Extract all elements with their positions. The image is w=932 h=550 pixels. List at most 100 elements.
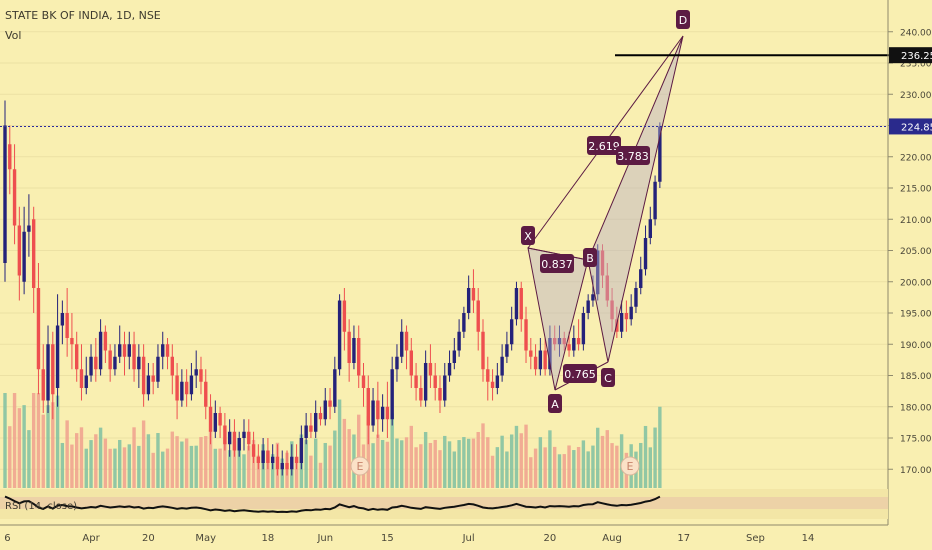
volume-bar [371,443,375,488]
volume-bar [538,437,543,488]
volume-bar [572,450,576,488]
volume-bar [204,436,208,488]
candle-body [366,388,370,426]
volume-bar [70,444,74,488]
candle-body [12,169,17,226]
candle-body [189,375,194,395]
candle-body [404,331,409,351]
candle-body [213,413,218,432]
candle-body [572,338,576,351]
y-tick-label: 190.00 [900,341,932,351]
pattern-point-labels: X A B C D [521,10,690,413]
candle-body [51,344,55,395]
volume-bar [132,427,136,488]
candle-body [328,400,332,407]
candle-body [46,344,50,401]
candle-body [199,369,203,382]
candle-body [141,356,146,395]
volume-bar [151,452,155,488]
pattern-point-badge [601,368,615,387]
volume-bar [495,447,500,488]
volume-indicator-label[interactable]: Vol [5,29,22,42]
candle-body [653,181,657,220]
rsi-indicator-label[interactable]: RSI (14, close) [5,501,78,512]
volume-bar [146,434,151,488]
volume-bar [514,425,519,488]
pattern-point-label: A [551,398,559,411]
candle-body [519,288,523,320]
candle-body [314,413,318,432]
y-tick-label: 235.00 [900,60,932,70]
candle-body [380,406,385,420]
pattern-ratio-badge [616,146,650,165]
volume-bar [419,444,423,488]
y-tick-label: 185.00 [900,372,932,382]
candle-body [605,275,609,301]
candle-body [390,369,394,420]
candle-body [634,288,638,307]
time-axis: 6 Apr 20 May 18 Jun 15 Jul 20 Aug 17 Sep 14 [4,533,814,544]
candle-body [65,313,69,338]
volume-bar [567,445,571,488]
x-tick-label: Apr [82,533,100,544]
volume-bar [180,441,184,488]
volume-bar [65,420,69,488]
volume-bar [643,425,648,488]
x-tick-label: Jul [462,533,475,544]
volume-bar [376,434,380,488]
candle-body [462,313,466,332]
candle-body [562,338,566,345]
volume-bar [428,442,433,488]
volume-bar [189,445,194,488]
candle-body [419,388,423,401]
volume-bar [524,424,528,488]
candle-body [60,313,65,326]
volume-bar [103,438,108,488]
volume-bar [199,437,203,488]
volume-bar [31,393,36,488]
candle-body [619,313,624,332]
volume-bar [366,416,370,488]
candle-body [342,300,347,332]
last-price-tag-label: 224.85 [901,122,932,133]
y-tick-label: 220.00 [900,153,932,163]
volume-bar [639,442,643,488]
candle-body [600,250,605,276]
volume-bar [600,435,605,488]
volume-bar [347,429,351,488]
volume-bar [8,426,12,488]
candle-body [490,381,495,388]
pattern-point-badge [521,226,535,245]
volume-bar [118,439,122,488]
volume-bar [156,433,160,488]
candle-body [385,406,390,420]
candle-body [242,431,246,438]
candle-body [357,338,361,376]
volume-bar [22,405,26,488]
volume-bar [75,433,79,488]
volume-bar [596,427,600,488]
candle-body [218,413,222,426]
rsi-band [0,497,888,509]
volume-bar [227,450,232,488]
candle-body [624,313,629,320]
volume-bar [553,446,557,488]
candle-body [165,344,170,357]
symbol-title[interactable]: STATE BK OF INDIA, 1D, NSE [5,9,161,22]
target-price-tag [889,47,932,64]
volume-bar [395,438,399,488]
volume-bar [605,430,609,488]
volume-bar [232,441,237,488]
volume-bar [481,423,485,488]
pattern-ratio-label: 0.765 [564,368,596,381]
candle-body [31,219,36,288]
candle-body [409,350,413,376]
candle-body [84,375,88,388]
candle-body [629,306,633,320]
candle-body [299,438,304,463]
volume-bar [457,440,461,488]
volume-bar [170,431,174,488]
volume-bar [423,432,428,488]
volume-bar [466,438,471,488]
candle-body [247,431,251,445]
